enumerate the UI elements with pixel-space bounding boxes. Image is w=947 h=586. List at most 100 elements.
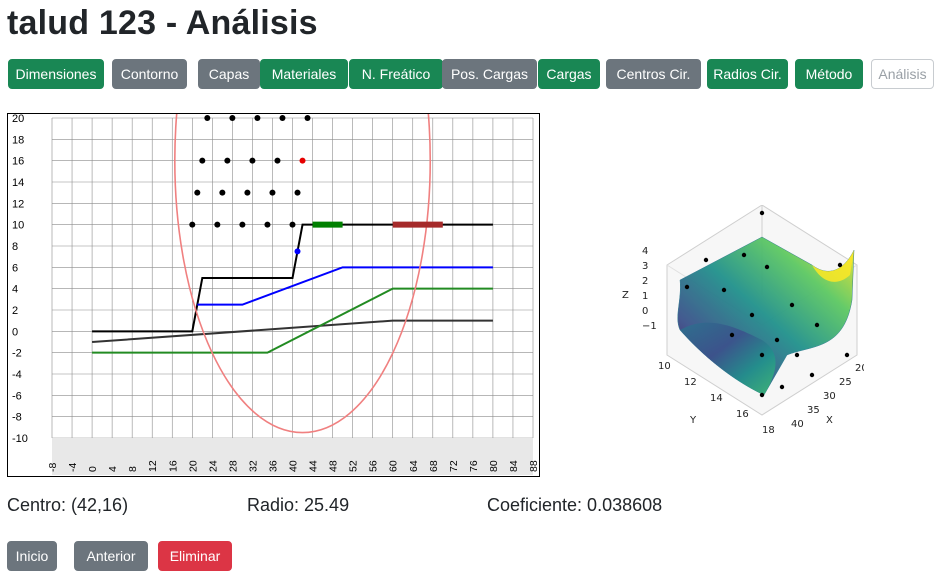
sample-point bbox=[759, 392, 765, 398]
layer-1-line bbox=[92, 319, 493, 343]
y-tick-label: 8 bbox=[12, 241, 18, 253]
x-tick-label: 44 bbox=[308, 460, 320, 472]
z-tick-label: 4 bbox=[642, 246, 648, 257]
y-tick-label: -6 bbox=[12, 390, 22, 402]
y-tick-label: -2 bbox=[12, 348, 22, 360]
center-point bbox=[189, 221, 196, 228]
radio-value: Radio: 25.49 bbox=[247, 495, 350, 515]
x-tick-label: 80 bbox=[488, 460, 500, 472]
surface-fold bbox=[680, 322, 776, 395]
metodo-button[interactable]: Método bbox=[795, 59, 863, 89]
y-tick-label: 20 bbox=[12, 114, 24, 125]
x-tick-labels: -8 -4 0 4 8 12 16 20 24 28 32 36 40 44 48 52 56 60 64 68 72 7… bbox=[47, 460, 540, 472]
sample-point bbox=[809, 372, 815, 378]
x-tick-label: 60 bbox=[388, 460, 400, 472]
z-tick-label: 2 bbox=[642, 276, 648, 287]
contorno-button[interactable]: Contorno bbox=[112, 59, 187, 89]
surface-sample-points bbox=[684, 210, 850, 398]
x-tick-label: -8 bbox=[47, 463, 59, 472]
x-tick-label: 0 bbox=[87, 466, 99, 472]
x-tick-label: 68 bbox=[428, 460, 440, 472]
sample-point bbox=[684, 284, 690, 290]
z-tick-label: 3 bbox=[642, 261, 648, 272]
y-tick-label: -8 bbox=[12, 412, 22, 424]
y-tick-label: 12 bbox=[12, 198, 24, 210]
center-point bbox=[274, 157, 281, 164]
sample-point bbox=[789, 302, 795, 308]
nivel-freatico-button[interactable]: N. Freático bbox=[349, 59, 443, 89]
center-point bbox=[264, 221, 271, 228]
center-point bbox=[304, 115, 311, 121]
x-tick-label: 4 bbox=[107, 466, 119, 472]
eliminar-button[interactable]: Eliminar bbox=[158, 541, 232, 571]
sample-point bbox=[741, 252, 747, 258]
y-tick-label: 18 bbox=[12, 134, 24, 146]
x-axis-band bbox=[52, 438, 533, 475]
center-point bbox=[214, 221, 221, 228]
materiales-button[interactable]: Materiales bbox=[260, 59, 348, 89]
x-tick-label: 40 bbox=[288, 460, 300, 472]
x-tick-label: 32 bbox=[247, 460, 259, 472]
z-axis-label: Z bbox=[622, 290, 629, 301]
x-tick-label: 84 bbox=[508, 460, 520, 472]
sample-point bbox=[837, 262, 843, 268]
y-tick-label: 14 bbox=[12, 177, 24, 189]
x-tick-label: 88 bbox=[528, 460, 539, 472]
sample-point bbox=[729, 332, 735, 338]
y-tick-label: 10 bbox=[658, 361, 671, 372]
sample-point bbox=[721, 287, 727, 293]
center-point bbox=[249, 157, 256, 164]
x-tick-label: 36 bbox=[267, 460, 279, 472]
sample-point bbox=[749, 312, 755, 318]
slope-section-chart: 20 18 16 14 12 10 8 6 4 2 0 -2 -4 -6 -8 -10 -8 -4 0 4 8 12 16… bbox=[7, 0, 540, 477]
x-tick-label: 25 bbox=[839, 377, 852, 388]
centros-cir-button[interactable]: Centros Cir. bbox=[606, 59, 701, 89]
layer-2-line bbox=[92, 287, 493, 354]
sample-point bbox=[779, 384, 785, 390]
x-tick-label: 28 bbox=[227, 460, 239, 472]
x-tick-label: 20 bbox=[855, 363, 864, 374]
x-tick-label: 24 bbox=[207, 460, 219, 472]
z-tick-label: 0 bbox=[642, 306, 648, 317]
x-tick-label: 16 bbox=[167, 460, 179, 472]
sample-point bbox=[759, 210, 765, 216]
anterior-button[interactable]: Anterior bbox=[74, 541, 148, 571]
x-tick-label: 72 bbox=[448, 460, 460, 472]
pos-cargas-button[interactable]: Pos. Cargas bbox=[442, 59, 537, 89]
analisis-button: Análisis bbox=[871, 59, 934, 89]
y-tick-label: 4 bbox=[12, 284, 18, 296]
page-title: talud 123 - Análisis bbox=[7, 4, 318, 42]
x-tick-label: 76 bbox=[468, 460, 480, 472]
y-tick-label: 18 bbox=[762, 425, 775, 436]
inicio-button[interactable]: Inicio bbox=[7, 541, 57, 571]
x-tick-label: 52 bbox=[348, 460, 360, 472]
radios-cir-button[interactable]: Radios Cir. bbox=[707, 59, 788, 89]
center-point bbox=[294, 189, 301, 196]
sample-point bbox=[759, 352, 765, 358]
sample-point bbox=[774, 337, 780, 343]
cargas-button[interactable]: Cargas bbox=[538, 59, 600, 89]
capas-button[interactable]: Capas bbox=[198, 59, 260, 89]
sample-point bbox=[844, 352, 850, 358]
center-point bbox=[289, 221, 296, 228]
center-point bbox=[269, 189, 276, 196]
y-tick-label: 12 bbox=[684, 377, 697, 388]
center-point bbox=[204, 115, 211, 121]
y-tick-label: 16 bbox=[736, 409, 749, 420]
dimensiones-button[interactable]: Dimensiones bbox=[8, 59, 104, 89]
phreatic-line bbox=[197, 266, 493, 306]
sample-point bbox=[764, 264, 770, 270]
x-tick-label: 20 bbox=[187, 460, 199, 472]
sample-point bbox=[703, 257, 709, 263]
z-tick-label: 1 bbox=[642, 291, 648, 302]
center-point bbox=[229, 115, 236, 121]
y-tick-label: 10 bbox=[12, 220, 24, 232]
x-axis-label: X bbox=[826, 415, 833, 426]
failure-circle bbox=[174, 0, 431, 434]
chart-marks bbox=[189, 115, 311, 255]
centro-value: Centro: (42,16) bbox=[7, 495, 129, 515]
